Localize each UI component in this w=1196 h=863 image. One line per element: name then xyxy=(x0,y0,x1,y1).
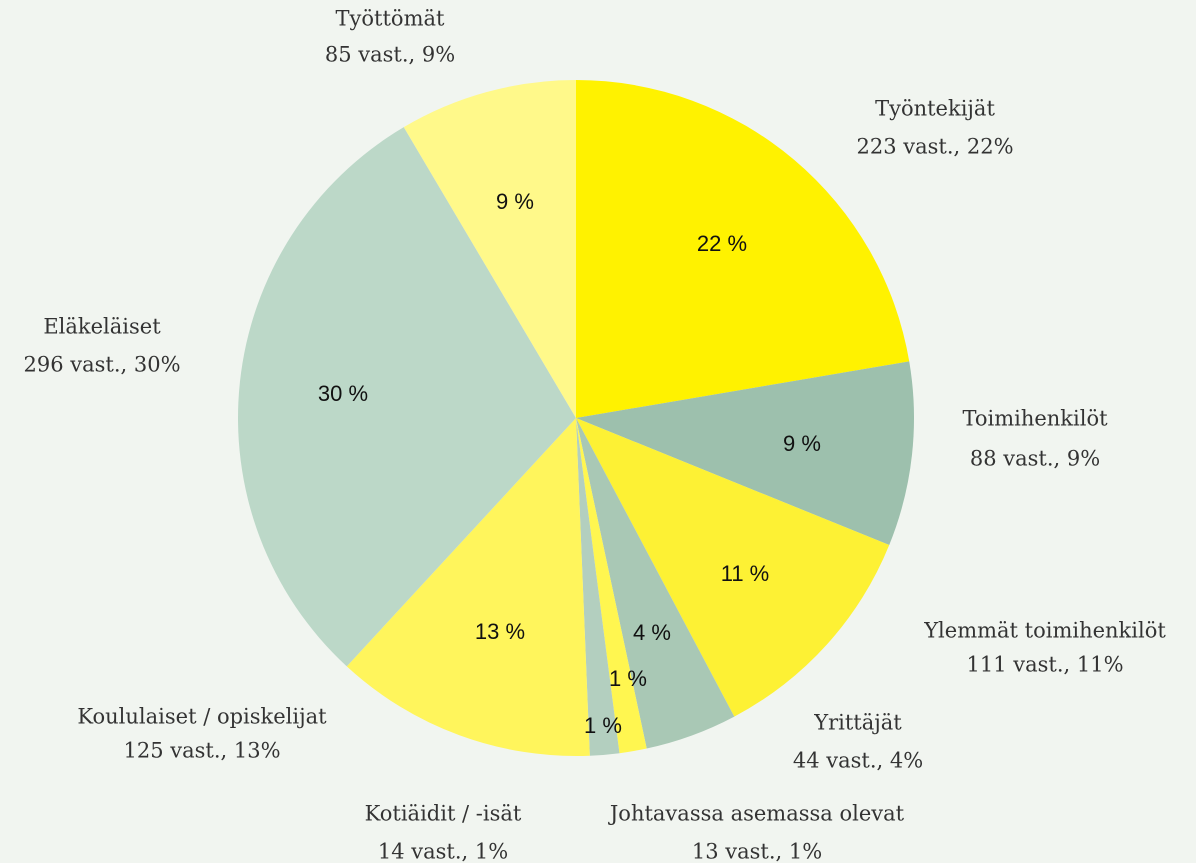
category-label: Toimihenkilöt xyxy=(962,407,1108,431)
pie-slice xyxy=(576,418,620,756)
category-label: Koululaiset / opiskelijat xyxy=(77,705,327,729)
slice-percent-label: 30 % xyxy=(318,381,368,406)
value-label: 14 vast., 1% xyxy=(378,840,508,863)
pie-slice xyxy=(576,361,914,546)
value-label: 88 vast., 9% xyxy=(970,447,1100,471)
pie-slice xyxy=(403,80,576,418)
pie-slice xyxy=(576,418,735,749)
value-label: 296 vast., 30% xyxy=(23,353,180,377)
slice-percent-label: 22 % xyxy=(697,231,747,256)
value-label: 111 vast., 11% xyxy=(966,653,1123,677)
slice-percent-label: 13 % xyxy=(475,619,525,644)
value-label: 13 vast., 1% xyxy=(692,840,822,863)
pie-slice xyxy=(346,418,590,756)
slice-percent-label: 4 % xyxy=(633,620,671,645)
slice-percent-label: 1 % xyxy=(609,666,647,691)
value-label: 125 vast., 13% xyxy=(123,739,280,763)
category-label: Kotiäidit / -isät xyxy=(365,802,522,826)
slice-percent-label: 1 % xyxy=(584,713,622,738)
slice-percent-label: 11 % xyxy=(721,561,770,586)
pie-slice xyxy=(576,418,890,717)
slice-percent-label: 9 % xyxy=(496,189,534,214)
value-label: 44 vast., 4% xyxy=(793,749,923,773)
value-label: 85 vast., 9% xyxy=(325,43,455,67)
pie-slice xyxy=(576,80,910,418)
slice-percent-label: 9 % xyxy=(783,431,821,456)
category-label: Johtavassa asemassa olevat xyxy=(608,802,905,826)
category-label: Yrittäjät xyxy=(813,711,902,735)
category-label: Ylemmät toimihenkilöt xyxy=(923,619,1166,643)
pie-slice xyxy=(576,418,647,754)
value-label: 223 vast., 22% xyxy=(856,135,1013,159)
category-label: Eläkeläiset xyxy=(43,315,161,339)
pie-slice xyxy=(237,127,576,667)
category-label: Työntekijät xyxy=(875,97,995,121)
category-label: Työttömät xyxy=(336,7,445,31)
